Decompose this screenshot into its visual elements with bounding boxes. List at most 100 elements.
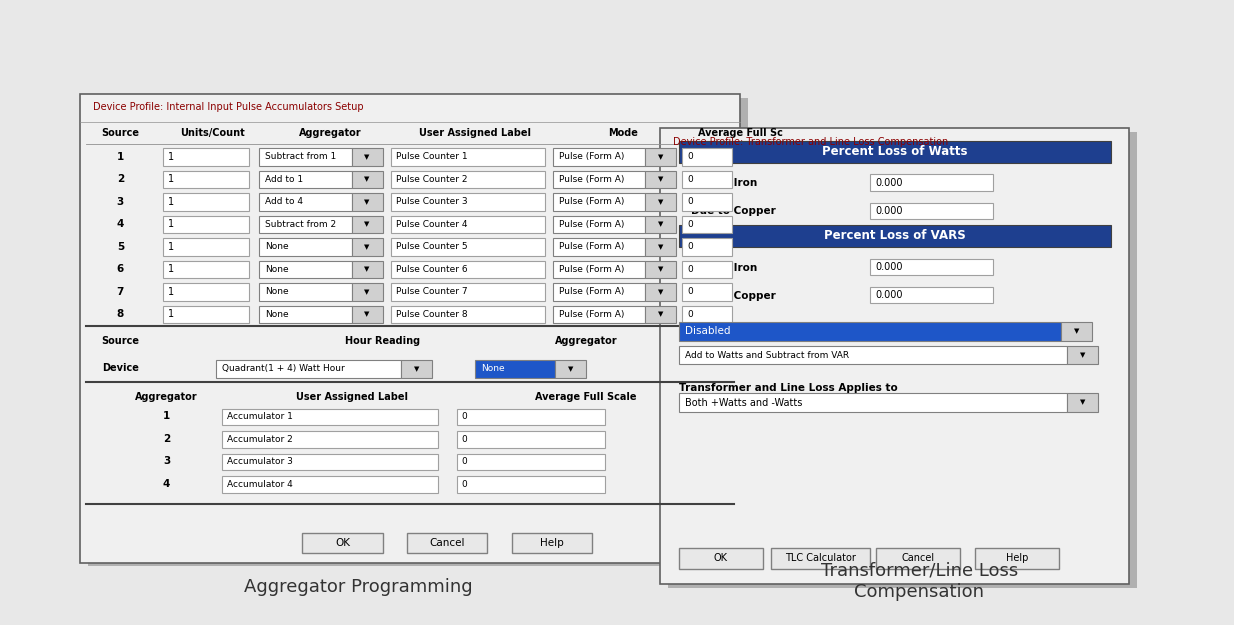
Bar xyxy=(682,306,732,323)
Text: ▼: ▼ xyxy=(658,199,664,205)
Text: Pulse Counter 8: Pulse Counter 8 xyxy=(396,310,468,319)
Text: 0: 0 xyxy=(687,220,694,229)
Bar xyxy=(88,98,748,566)
Text: Add to 1: Add to 1 xyxy=(265,175,304,184)
Text: Due to Copper: Due to Copper xyxy=(691,206,776,216)
Text: ▼: ▼ xyxy=(1080,399,1086,406)
Text: 0: 0 xyxy=(687,242,694,251)
Text: ▼: ▼ xyxy=(364,176,370,182)
Bar xyxy=(222,476,438,492)
Bar xyxy=(682,283,732,301)
Text: Aggregator Programming: Aggregator Programming xyxy=(243,579,473,596)
Bar xyxy=(682,238,732,256)
Text: Aggregator: Aggregator xyxy=(136,392,197,402)
Text: ▼: ▼ xyxy=(658,244,664,250)
Text: Pulse (Form A): Pulse (Form A) xyxy=(559,310,624,319)
Text: Transformer and Line Loss Applies to: Transformer and Line Loss Applies to xyxy=(679,383,897,393)
Bar xyxy=(222,454,438,470)
Bar xyxy=(679,225,1111,247)
Bar xyxy=(391,216,545,233)
Bar xyxy=(259,148,352,166)
Text: 4: 4 xyxy=(163,479,170,489)
Bar xyxy=(216,360,401,378)
Text: 1: 1 xyxy=(168,174,174,184)
Text: Source: Source xyxy=(101,128,139,138)
Text: Subtract from 1: Subtract from 1 xyxy=(265,152,337,161)
Text: 0: 0 xyxy=(687,198,694,206)
Bar xyxy=(163,216,249,233)
Text: ▼: ▼ xyxy=(658,289,664,295)
Text: Device: Device xyxy=(102,363,138,373)
Text: Help: Help xyxy=(1006,554,1028,564)
Bar xyxy=(870,259,993,275)
Text: 3: 3 xyxy=(117,197,123,207)
Bar xyxy=(870,202,993,219)
Text: Due to Iron: Due to Iron xyxy=(691,178,758,188)
Bar xyxy=(457,476,605,492)
Text: Pulse Counter 4: Pulse Counter 4 xyxy=(396,220,468,229)
Text: Pulse (Form A): Pulse (Form A) xyxy=(559,242,624,251)
Bar xyxy=(259,193,352,211)
Bar xyxy=(870,174,993,191)
Text: ▼: ▼ xyxy=(658,176,664,182)
Text: Disabled: Disabled xyxy=(685,326,731,336)
Text: 0: 0 xyxy=(462,480,468,489)
Text: Mode: Mode xyxy=(608,128,638,138)
Text: ▼: ▼ xyxy=(1074,328,1080,334)
Bar xyxy=(553,216,645,233)
Text: Accumulator 1: Accumulator 1 xyxy=(227,412,292,421)
Text: 0.000: 0.000 xyxy=(875,262,902,272)
Text: 0.000: 0.000 xyxy=(875,177,902,187)
Text: 4: 4 xyxy=(117,219,123,229)
Bar xyxy=(512,532,592,553)
Text: ▼: ▼ xyxy=(658,266,664,272)
Bar xyxy=(553,193,645,211)
Bar xyxy=(682,148,732,166)
Bar xyxy=(259,261,352,278)
Bar xyxy=(645,306,676,323)
Bar xyxy=(163,148,249,166)
Bar xyxy=(555,360,586,378)
Text: Pulse (Form A): Pulse (Form A) xyxy=(559,220,624,229)
Text: ▼: ▼ xyxy=(658,311,664,318)
Text: Device Profile: Transformer and Line Loss Compensation: Device Profile: Transformer and Line Los… xyxy=(673,137,948,147)
Text: ▼: ▼ xyxy=(364,199,370,205)
Text: ▼: ▼ xyxy=(364,289,370,295)
Bar xyxy=(682,216,732,233)
Bar xyxy=(553,171,645,188)
Text: ▼: ▼ xyxy=(658,221,664,228)
Text: 0: 0 xyxy=(687,288,694,296)
Bar xyxy=(163,306,249,323)
Text: ▼: ▼ xyxy=(658,154,664,160)
Text: None: None xyxy=(265,310,289,319)
Bar xyxy=(682,261,732,278)
Bar xyxy=(391,283,545,301)
Text: None: None xyxy=(265,242,289,251)
Bar xyxy=(553,148,645,166)
Bar xyxy=(645,261,676,278)
Text: User Assigned Label: User Assigned Label xyxy=(420,128,531,138)
Text: Device Profile: Internal Input Pulse Accumulators Setup: Device Profile: Internal Input Pulse Acc… xyxy=(93,102,363,112)
Bar xyxy=(682,171,732,188)
Bar xyxy=(259,283,352,301)
Bar xyxy=(352,306,383,323)
Text: Cancel: Cancel xyxy=(429,538,465,548)
Bar xyxy=(391,238,545,256)
Bar xyxy=(679,393,1067,412)
Bar xyxy=(259,306,352,323)
Text: 0: 0 xyxy=(462,458,468,466)
Bar xyxy=(259,238,352,256)
Text: Pulse (Form A): Pulse (Form A) xyxy=(559,175,624,184)
Text: 1: 1 xyxy=(168,287,174,297)
Bar xyxy=(1067,346,1098,364)
Text: Pulse (Form A): Pulse (Form A) xyxy=(559,152,624,161)
Text: 0: 0 xyxy=(687,310,694,319)
Text: Quadrant(1 + 4) Watt Hour: Quadrant(1 + 4) Watt Hour xyxy=(222,364,344,373)
Text: None: None xyxy=(481,364,505,373)
Text: 1: 1 xyxy=(117,152,123,162)
Bar xyxy=(163,261,249,278)
Bar xyxy=(352,148,383,166)
Bar xyxy=(163,193,249,211)
Bar xyxy=(660,128,1129,584)
Text: Due to Copper: Due to Copper xyxy=(691,291,776,301)
